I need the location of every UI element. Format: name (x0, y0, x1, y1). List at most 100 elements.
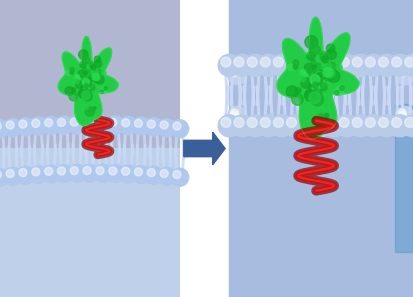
Circle shape (378, 57, 388, 67)
Circle shape (17, 166, 35, 184)
Bar (395, 104, 413, 252)
Circle shape (92, 73, 99, 80)
Circle shape (309, 71, 315, 77)
Circle shape (230, 117, 239, 125)
Circle shape (83, 77, 92, 86)
Circle shape (297, 70, 308, 80)
Circle shape (228, 58, 247, 77)
Circle shape (65, 87, 74, 95)
Circle shape (228, 60, 247, 79)
Circle shape (228, 110, 247, 129)
Circle shape (396, 114, 413, 133)
Circle shape (231, 115, 253, 137)
Circle shape (85, 70, 92, 77)
Circle shape (85, 83, 90, 89)
Circle shape (29, 117, 47, 135)
Circle shape (230, 58, 239, 67)
Circle shape (286, 86, 298, 98)
Circle shape (398, 62, 406, 71)
Circle shape (95, 60, 102, 67)
Circle shape (83, 79, 91, 87)
Circle shape (228, 66, 247, 85)
Circle shape (87, 86, 90, 89)
Circle shape (76, 81, 83, 89)
Circle shape (91, 74, 97, 80)
Circle shape (97, 71, 100, 74)
Circle shape (69, 59, 77, 67)
Circle shape (398, 119, 406, 127)
Circle shape (83, 82, 92, 90)
Circle shape (55, 116, 73, 134)
Circle shape (90, 68, 98, 75)
Circle shape (78, 50, 88, 59)
Circle shape (317, 75, 326, 84)
Circle shape (230, 64, 239, 73)
Circle shape (83, 73, 89, 79)
Circle shape (119, 116, 138, 135)
Circle shape (83, 89, 90, 96)
Polygon shape (277, 17, 359, 139)
Circle shape (335, 91, 339, 95)
Circle shape (320, 83, 327, 89)
Circle shape (147, 120, 155, 128)
Circle shape (292, 94, 304, 105)
Circle shape (101, 87, 107, 94)
Circle shape (55, 165, 73, 183)
Circle shape (392, 118, 401, 127)
Circle shape (95, 69, 101, 76)
Circle shape (87, 78, 94, 85)
Circle shape (339, 118, 349, 127)
Circle shape (81, 85, 87, 90)
Circle shape (366, 118, 375, 127)
Circle shape (93, 74, 100, 81)
Circle shape (322, 56, 328, 63)
Circle shape (221, 118, 231, 127)
Circle shape (230, 111, 239, 119)
Circle shape (85, 76, 93, 83)
Circle shape (17, 118, 35, 136)
Circle shape (325, 68, 335, 78)
Circle shape (258, 115, 280, 137)
Circle shape (287, 118, 297, 127)
Circle shape (292, 47, 303, 59)
Circle shape (83, 167, 91, 175)
Circle shape (304, 64, 313, 73)
Circle shape (45, 119, 53, 127)
Circle shape (311, 94, 323, 106)
Circle shape (336, 64, 342, 70)
Circle shape (109, 118, 117, 127)
Circle shape (81, 91, 90, 99)
Circle shape (396, 110, 413, 129)
Circle shape (68, 116, 86, 134)
Circle shape (313, 118, 323, 127)
Circle shape (0, 170, 1, 178)
Circle shape (70, 68, 74, 72)
Circle shape (297, 115, 319, 137)
Circle shape (81, 164, 99, 182)
Circle shape (325, 113, 329, 118)
Circle shape (293, 60, 299, 66)
Circle shape (310, 75, 319, 84)
Circle shape (336, 54, 358, 76)
Polygon shape (58, 37, 118, 126)
Circle shape (83, 78, 89, 85)
Circle shape (173, 122, 181, 130)
Circle shape (260, 118, 270, 127)
Circle shape (314, 113, 327, 127)
Circle shape (313, 49, 319, 55)
Circle shape (312, 65, 316, 69)
Circle shape (84, 81, 87, 85)
Circle shape (316, 72, 323, 79)
Circle shape (320, 52, 329, 61)
Circle shape (88, 77, 91, 80)
Circle shape (0, 120, 9, 138)
Circle shape (90, 85, 95, 89)
Circle shape (392, 57, 401, 67)
Circle shape (145, 166, 163, 184)
Circle shape (71, 88, 76, 92)
Circle shape (312, 78, 317, 83)
Circle shape (316, 86, 321, 91)
Circle shape (134, 119, 142, 127)
Circle shape (158, 167, 176, 185)
Circle shape (312, 110, 318, 117)
